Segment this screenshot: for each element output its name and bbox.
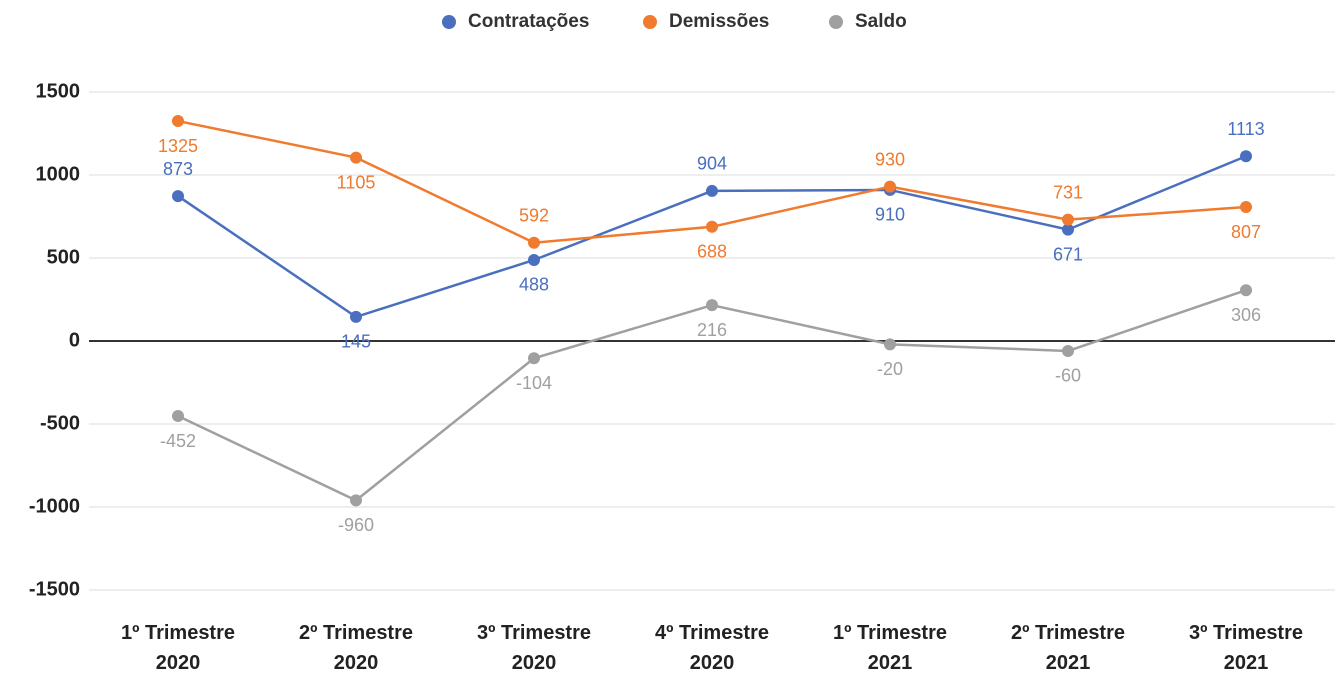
- x-tick-label: 3º Trimestre 2020: [476, 622, 592, 674]
- point: [1062, 344, 1074, 357]
- point: [172, 115, 184, 128]
- data-label: 930: [875, 149, 905, 169]
- data-label: 592: [519, 205, 549, 225]
- legend-label: Saldo: [855, 11, 907, 32]
- legend-label: Demissões: [669, 11, 769, 32]
- point: [172, 190, 184, 203]
- x-tick-label: 2º Trimestre 2020: [298, 622, 414, 674]
- point: [1240, 284, 1252, 297]
- data-label: -452: [160, 431, 196, 451]
- legend-label: Contratações: [468, 11, 589, 32]
- data-label: 910: [875, 205, 905, 225]
- point: [528, 253, 540, 266]
- point: [1240, 150, 1252, 163]
- y-tick-label: 0: [69, 329, 80, 351]
- point: [528, 352, 540, 365]
- point: [528, 236, 540, 249]
- point: [884, 180, 896, 193]
- legend-marker: [829, 15, 843, 29]
- data-label: 904: [697, 154, 727, 174]
- data-label: 731: [1053, 182, 1083, 202]
- point: [172, 410, 184, 423]
- point: [884, 338, 896, 351]
- point: [350, 151, 362, 164]
- x-tick-label: 3º Trimestre 2021: [1188, 622, 1304, 674]
- data-label: 807: [1231, 222, 1261, 242]
- point: [350, 310, 362, 323]
- point: [1062, 213, 1074, 226]
- point: [1062, 223, 1074, 236]
- data-label: 873: [163, 159, 193, 179]
- point: [1240, 201, 1252, 214]
- data-label: -20: [877, 359, 903, 379]
- data-label: -960: [338, 515, 374, 535]
- data-label: 1325: [158, 136, 198, 156]
- data-label: 671: [1053, 244, 1083, 264]
- y-tick-label: 500: [47, 246, 80, 268]
- y-tick-label: -500: [40, 412, 80, 434]
- data-label: 688: [697, 242, 727, 262]
- data-label: 1105: [337, 172, 376, 192]
- y-tick-label: 1000: [36, 163, 81, 185]
- data-label: 306: [1231, 305, 1261, 325]
- x-tick-label: 1º Trimestre 2020: [120, 622, 236, 674]
- y-tick-label: 1500: [36, 80, 81, 102]
- point: [706, 299, 718, 312]
- x-tick-label: 2º Trimestre 2021: [1010, 622, 1126, 674]
- data-label: 488: [519, 275, 549, 295]
- legend-marker: [643, 15, 657, 29]
- data-label: 216: [697, 320, 727, 340]
- x-tick-label: 4º Trimestre 2020: [654, 622, 770, 674]
- point: [706, 184, 718, 197]
- y-tick-label: -1500: [29, 578, 80, 600]
- data-label: -104: [516, 373, 552, 393]
- point: [350, 494, 362, 507]
- data-label: 1113: [1227, 119, 1264, 139]
- data-label: -60: [1055, 366, 1081, 386]
- legend-marker: [442, 15, 456, 29]
- data-label: 145: [341, 332, 371, 352]
- y-tick-label: -1000: [29, 495, 80, 517]
- x-tick-label: 1º Trimestre 2021: [832, 622, 948, 674]
- point: [706, 220, 718, 233]
